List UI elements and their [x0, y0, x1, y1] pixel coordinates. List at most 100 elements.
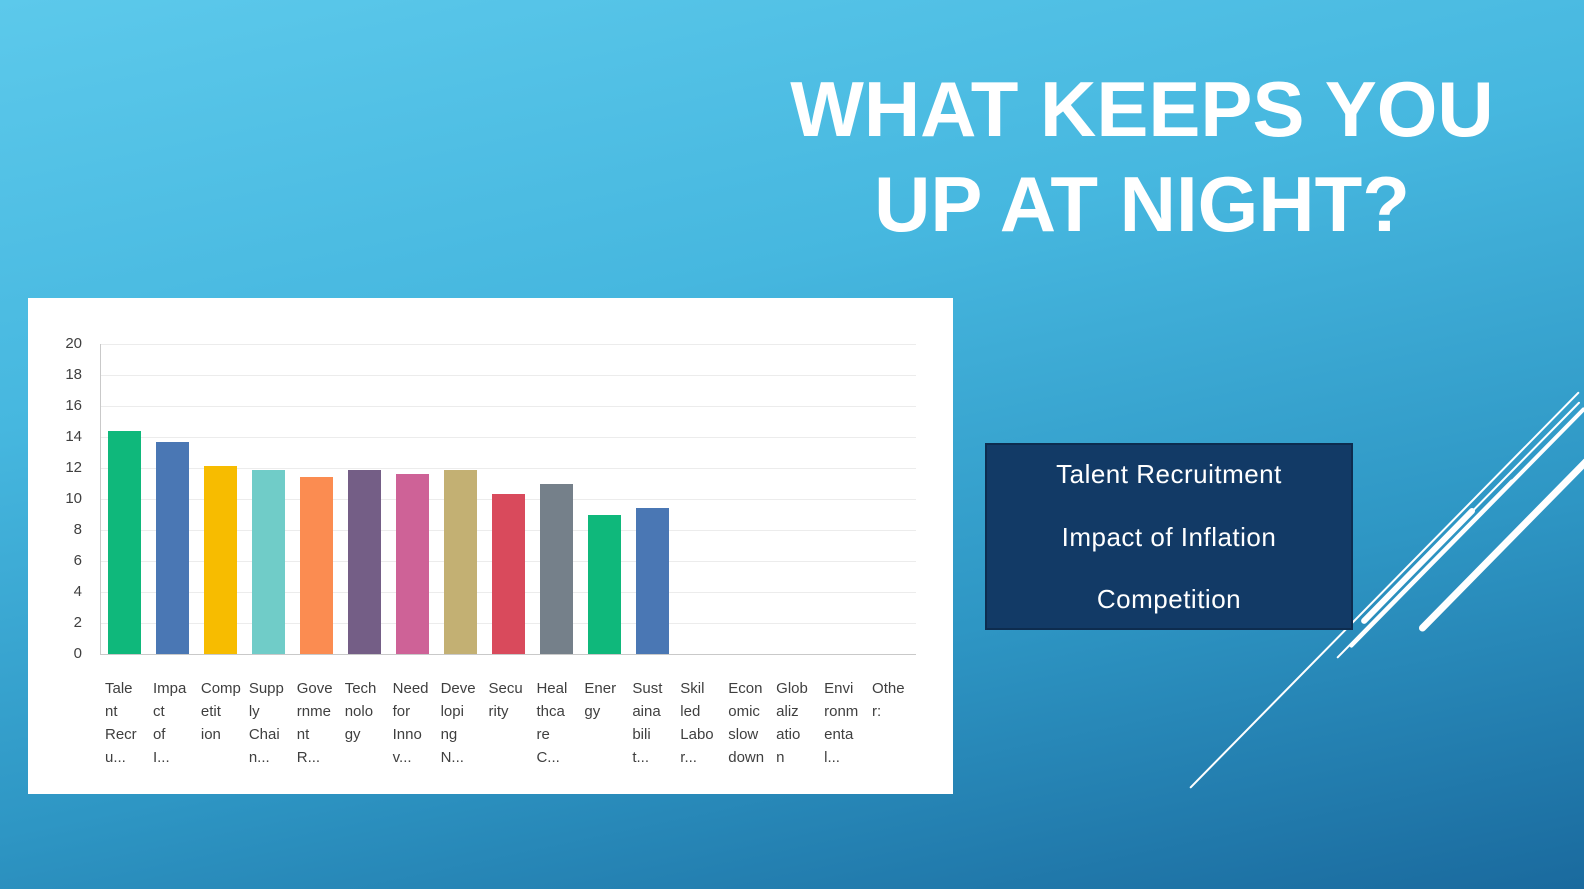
x-label-line: ly — [248, 703, 260, 720]
x-label-line: re — [536, 726, 550, 743]
gridline-18 — [101, 375, 916, 376]
x-label-line: rnme — [296, 703, 331, 720]
x-label-line: Glob — [776, 680, 808, 697]
x-label-line: r... — [680, 749, 697, 766]
bar-competition — [204, 466, 238, 654]
x-label-line: v... — [392, 749, 412, 766]
bar-chart-panel: 0 2 4 6 8 10 12 14 16 18 20 Tale nt Recr u... Impa ct of… — [28, 298, 953, 794]
x-label-line: aliz — [776, 703, 799, 720]
x-label-line: R... — [296, 749, 321, 766]
x-label-line: r: — [872, 703, 882, 720]
x-category-label-4: Gove rnme nt R... — [297, 677, 333, 769]
x-label-line: ct — [152, 703, 165, 720]
x-category-label-16: Othe r: — [872, 677, 905, 723]
x-label-line: Envi — [824, 680, 854, 697]
x-category-label-8: Secu rity — [489, 677, 523, 723]
x-label-line: u... — [105, 749, 126, 766]
x-label-line: nolo — [344, 703, 374, 720]
x-category-label-14: Glob aliz atio n — [776, 677, 808, 769]
x-label-line: Need — [392, 680, 429, 697]
slide-title-line-2: UP AT NIGHT? — [874, 160, 1410, 248]
y-tick-label-8: 8 — [73, 521, 82, 538]
y-tick-label-2: 2 — [73, 614, 82, 631]
decorative-line — [1449, 401, 1581, 535]
x-label-line: bili — [632, 726, 651, 743]
x-label-line: Comp — [200, 680, 241, 697]
x-category-label-10: Ener gy — [584, 677, 616, 723]
y-tick-label-16: 16 — [65, 397, 82, 414]
x-category-label-12: Skil led Labo r... — [680, 677, 713, 769]
y-tick-label-6: 6 — [73, 552, 82, 569]
x-label-line: ronm — [824, 703, 859, 720]
x-category-label-0: Tale nt Recr u... — [105, 677, 137, 769]
y-tick-label-10: 10 — [65, 490, 82, 507]
x-category-label-11: Sust aina bili t... — [632, 677, 662, 769]
x-label-line: Chai — [248, 726, 280, 743]
gridline-12 — [101, 468, 916, 469]
y-tick-label-4: 4 — [73, 583, 82, 600]
bar-supplychain — [252, 469, 286, 654]
x-label-line: C... — [536, 749, 560, 766]
bar-security — [492, 494, 525, 654]
x-label-line: Deve — [440, 680, 476, 697]
x-label-line: Heal — [536, 680, 568, 697]
x-label-line: lopi — [440, 703, 464, 720]
x-label-line: of — [152, 726, 166, 743]
x-label-line: omic — [728, 703, 760, 720]
x-label-line: Ener — [584, 680, 617, 697]
x-label-line: Inno — [392, 726, 422, 743]
x-category-label-2: Comp etit ion — [201, 677, 241, 746]
x-label-line: Econ — [728, 680, 763, 697]
x-label-line: atio — [776, 726, 801, 743]
x-label-line: N... — [440, 749, 464, 766]
bar-governmentr — [300, 477, 334, 654]
y-tick-label-14: 14 — [65, 428, 82, 445]
x-label-line: aina — [632, 703, 661, 720]
y-tick-label-0: 0 — [73, 645, 82, 662]
x-label-line: nt — [296, 726, 310, 743]
x-label-line: t... — [632, 749, 650, 766]
bar-talentrecru — [108, 430, 142, 654]
top-answers-callout: Talent Recruitment Impact of Inflation C… — [985, 443, 1353, 630]
bar-energy — [587, 514, 621, 654]
x-label-line: Supp — [248, 680, 284, 697]
y-tick-label-20: 20 — [65, 335, 82, 352]
x-label-line: Secu — [488, 680, 523, 697]
x-category-label-5: Tech nolo gy — [345, 677, 377, 746]
decorative-line — [1348, 406, 1584, 649]
x-label-line: ng — [440, 726, 458, 743]
y-tick-label-18: 18 — [65, 366, 82, 383]
x-category-label-9: Heal thca re C... — [536, 677, 567, 769]
x-label-line: etit — [200, 703, 221, 720]
x-label-line: Tech — [344, 680, 377, 697]
x-label-line: nt — [105, 703, 118, 720]
x-label-line: l... — [824, 749, 840, 766]
x-label-line: gy — [344, 726, 361, 743]
x-label-line: Sust — [632, 680, 663, 697]
x-category-label-6: Need for Inno v... — [393, 677, 429, 769]
bar-sustainabilit — [635, 508, 669, 654]
bar-impactofi — [156, 441, 190, 654]
x-label-line: slow — [728, 726, 759, 743]
bar-chart-plot-area — [100, 344, 916, 655]
x-label-line: n — [776, 749, 785, 766]
x-label-line: I... — [152, 749, 170, 766]
y-tick-label-12: 12 — [65, 459, 82, 476]
x-label-line: enta — [824, 726, 854, 743]
x-label-line: n... — [248, 749, 270, 766]
callout-item-competition: Competition — [1096, 584, 1242, 614]
bar-technology — [348, 469, 382, 654]
x-label-line: Impa — [152, 680, 187, 697]
x-label-line: Tale — [105, 680, 133, 697]
x-label-line: Labo — [680, 726, 714, 743]
x-label-line: Gove — [296, 680, 333, 697]
x-label-line: Skil — [680, 680, 705, 697]
x-label-line: rity — [488, 703, 509, 720]
bar-needforinnov — [396, 474, 430, 654]
bar-developingn — [444, 469, 478, 654]
x-label-line: ion — [200, 726, 221, 743]
slide-title: WHAT KEEPS YOU UP AT NIGHT? — [742, 62, 1542, 252]
x-label-line: for — [392, 703, 411, 720]
slide-title-line-1: WHAT KEEPS YOU — [790, 65, 1494, 153]
